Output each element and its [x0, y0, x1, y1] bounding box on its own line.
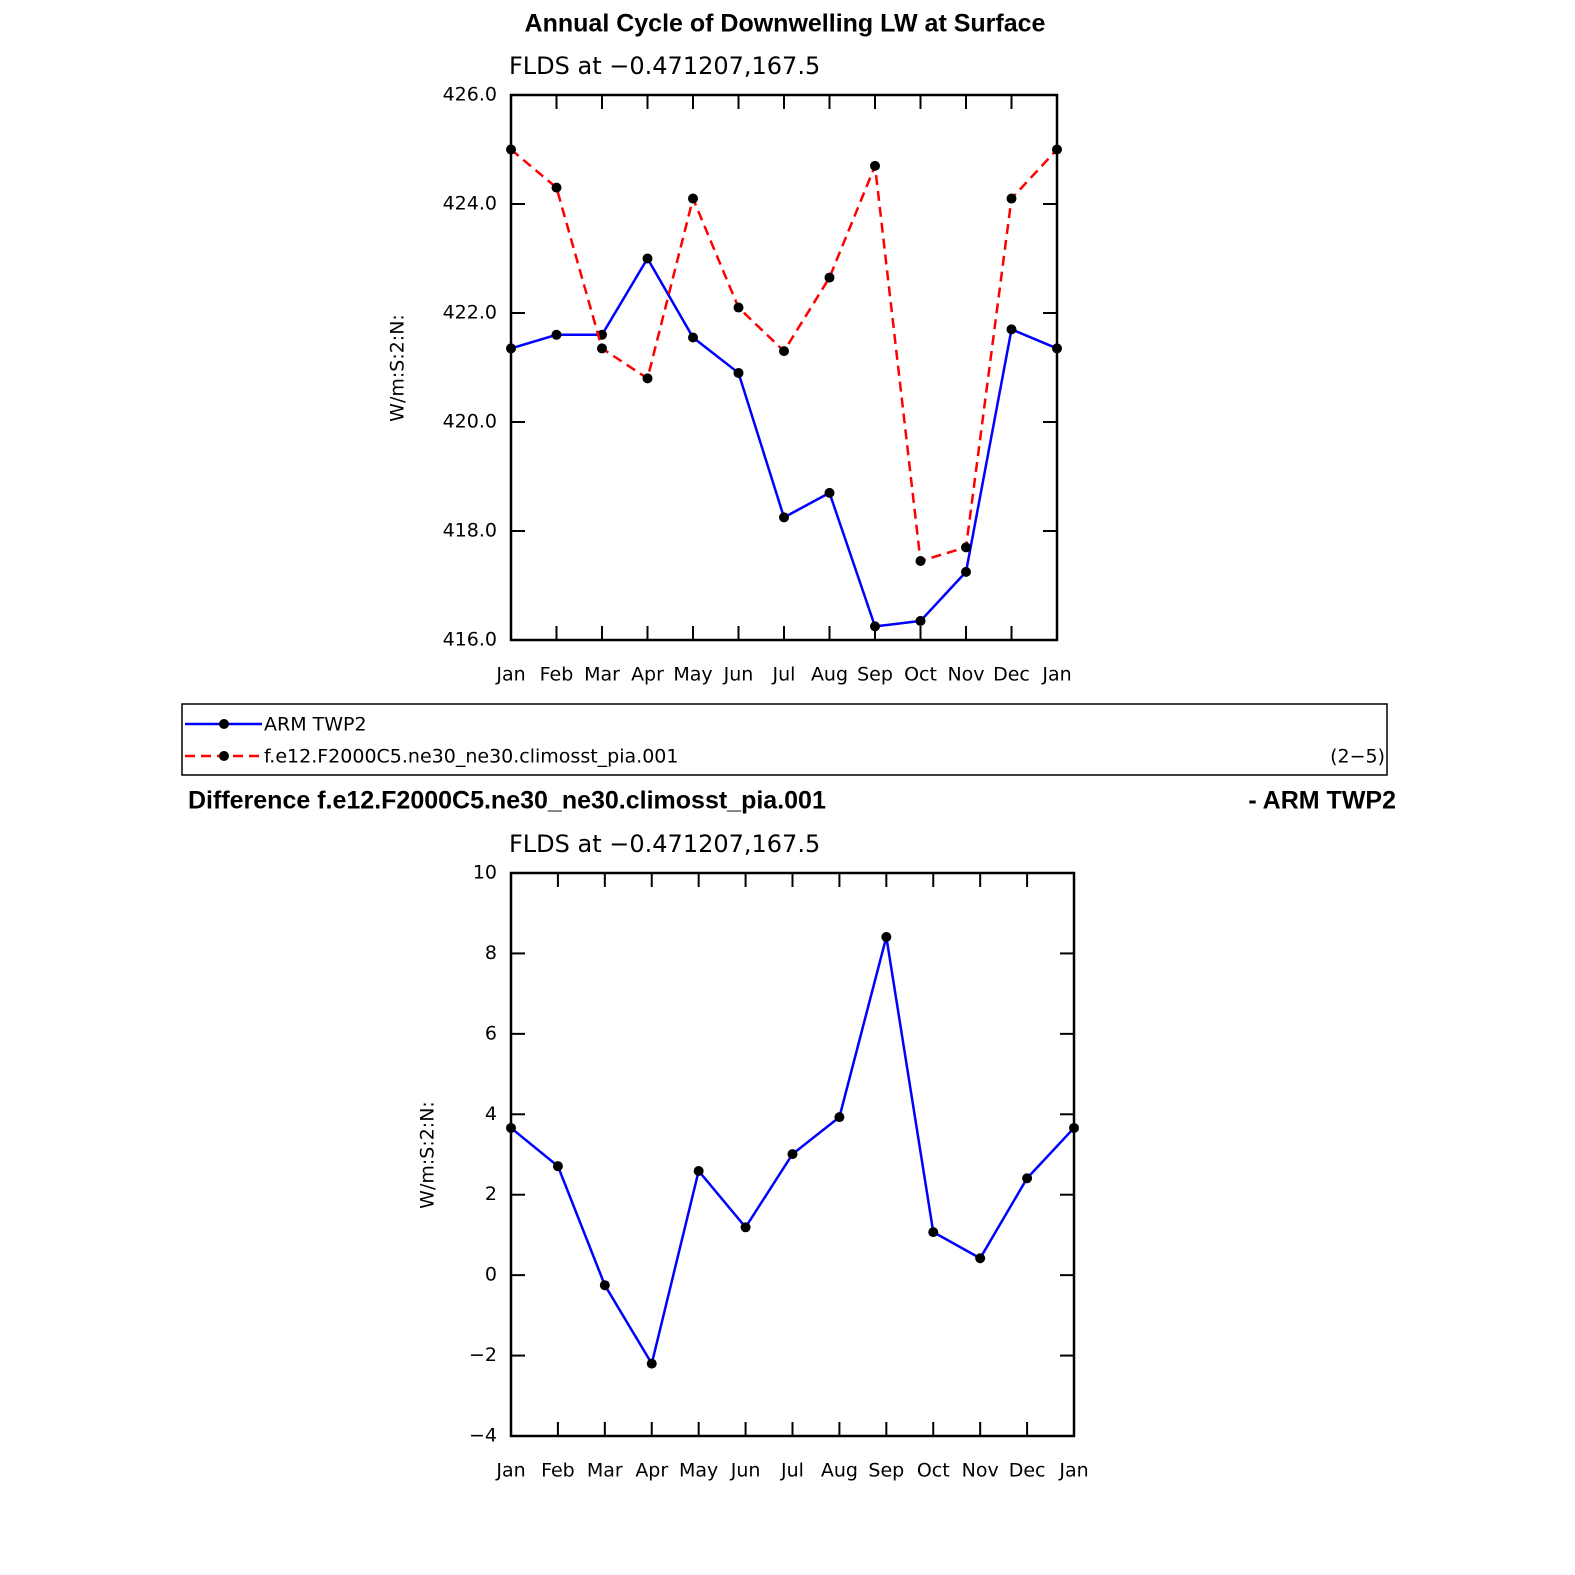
data-point [506, 1122, 516, 1133]
data-point [506, 144, 516, 155]
chart-title-suffix: - ARM TWP2 [1248, 787, 1396, 815]
data-point [642, 373, 653, 384]
x-tick-label: Sep [868, 1460, 904, 1482]
x-tick-label: May [679, 1460, 718, 1482]
data-point [740, 1222, 751, 1233]
x-tick-label: Jan [495, 1460, 525, 1482]
y-tick-label: 4 [485, 1103, 497, 1125]
data-point [1052, 343, 1062, 354]
y-tick-label: 424.0 [443, 193, 497, 215]
y-tick-label: −4 [469, 1425, 497, 1447]
data-point [824, 487, 835, 498]
data-point [787, 1149, 798, 1160]
y-axis-label: W/m:S:2:N: [417, 1101, 439, 1209]
data-point [733, 367, 744, 378]
data-point [1006, 324, 1017, 335]
data-point [779, 346, 789, 357]
x-tick-label: Apr [631, 664, 664, 686]
data-point [506, 343, 516, 354]
x-tick-label: Mar [587, 1460, 623, 1482]
data-point [928, 1227, 939, 1238]
y-tick-label: 0 [485, 1264, 497, 1286]
chart-subtitle: FLDS at −0.471207,167.5 [509, 830, 820, 858]
data-point [1022, 1173, 1033, 1184]
data-point [551, 182, 562, 193]
data-point [551, 329, 562, 340]
x-tick-label: Jun [730, 1460, 761, 1482]
data-point [688, 193, 698, 204]
data-point [870, 160, 880, 171]
legend-marker [219, 719, 229, 729]
x-tick-label: Nov [962, 1460, 999, 1482]
x-tick-label: Oct [904, 664, 937, 686]
data-point [975, 1253, 986, 1264]
data-point [1069, 1122, 1079, 1133]
x-tick-label: Feb [541, 1460, 575, 1482]
x-tick-label: Jan [1058, 1460, 1088, 1482]
y-tick-label: 8 [485, 942, 497, 964]
data-point [834, 1112, 845, 1123]
x-tick-label: Aug [811, 664, 848, 686]
data-point [733, 302, 744, 313]
x-tick-label: Feb [540, 664, 574, 686]
data-point [642, 253, 653, 264]
data-point [688, 332, 698, 343]
y-axis-label: W/m:S:2:N: [387, 314, 409, 422]
data-point [646, 1358, 657, 1369]
data-point [693, 1165, 704, 1176]
y-tick-label: 10 [473, 862, 497, 884]
y-tick-label: 2 [485, 1183, 497, 1205]
chart-title: Difference f.e12.F2000C5.ne30_ne30.climo… [188, 787, 826, 815]
data-point [870, 621, 880, 632]
chart-title: Annual Cycle of Downwelling LW at Surfac… [525, 10, 1046, 38]
y-tick-label: 6 [485, 1022, 497, 1044]
legend-box [181, 703, 1388, 776]
y-tick-label: 420.0 [443, 411, 497, 433]
legend-label: f.e12.F2000C5.ne30_ne30.climosst_pia.001 [264, 746, 678, 768]
x-tick-label: Dec [993, 664, 1030, 686]
x-tick-label: Jul [780, 1460, 804, 1482]
x-tick-label: Jul [772, 664, 796, 686]
x-tick-label: May [673, 664, 712, 686]
y-tick-label: 418.0 [443, 520, 497, 542]
legend-label: ARM TWP2 [264, 714, 367, 736]
data-point [1006, 193, 1017, 204]
data-point [599, 1280, 610, 1291]
y-tick-label: 422.0 [443, 302, 497, 324]
data-point [779, 512, 789, 523]
data-point [961, 566, 971, 577]
x-tick-label: Nov [947, 664, 984, 686]
x-tick-label: Jun [723, 664, 754, 686]
data-point [597, 343, 607, 354]
y-tick-label: 416.0 [443, 629, 497, 651]
x-tick-label: Sep [857, 664, 893, 686]
x-tick-label: Jan [1041, 664, 1071, 686]
x-tick-label: Dec [1009, 1460, 1046, 1482]
data-point [824, 272, 835, 283]
data-point [915, 615, 926, 626]
x-tick-label: Apr [635, 1460, 668, 1482]
data-point [552, 1161, 563, 1172]
y-tick-label: 426.0 [443, 84, 497, 106]
legend-marker [219, 751, 229, 761]
x-tick-label: Oct [917, 1460, 950, 1482]
data-point [881, 931, 892, 942]
data-point [915, 555, 926, 566]
x-tick-label: Aug [821, 1460, 858, 1482]
x-tick-label: Jan [495, 664, 525, 686]
y-tick-label: −2 [469, 1344, 497, 1366]
data-point [961, 542, 971, 553]
legend-note: (2−5) [1330, 746, 1385, 768]
x-tick-label: Mar [584, 664, 620, 686]
data-point [1052, 144, 1062, 155]
chart-subtitle: FLDS at −0.471207,167.5 [509, 52, 820, 80]
